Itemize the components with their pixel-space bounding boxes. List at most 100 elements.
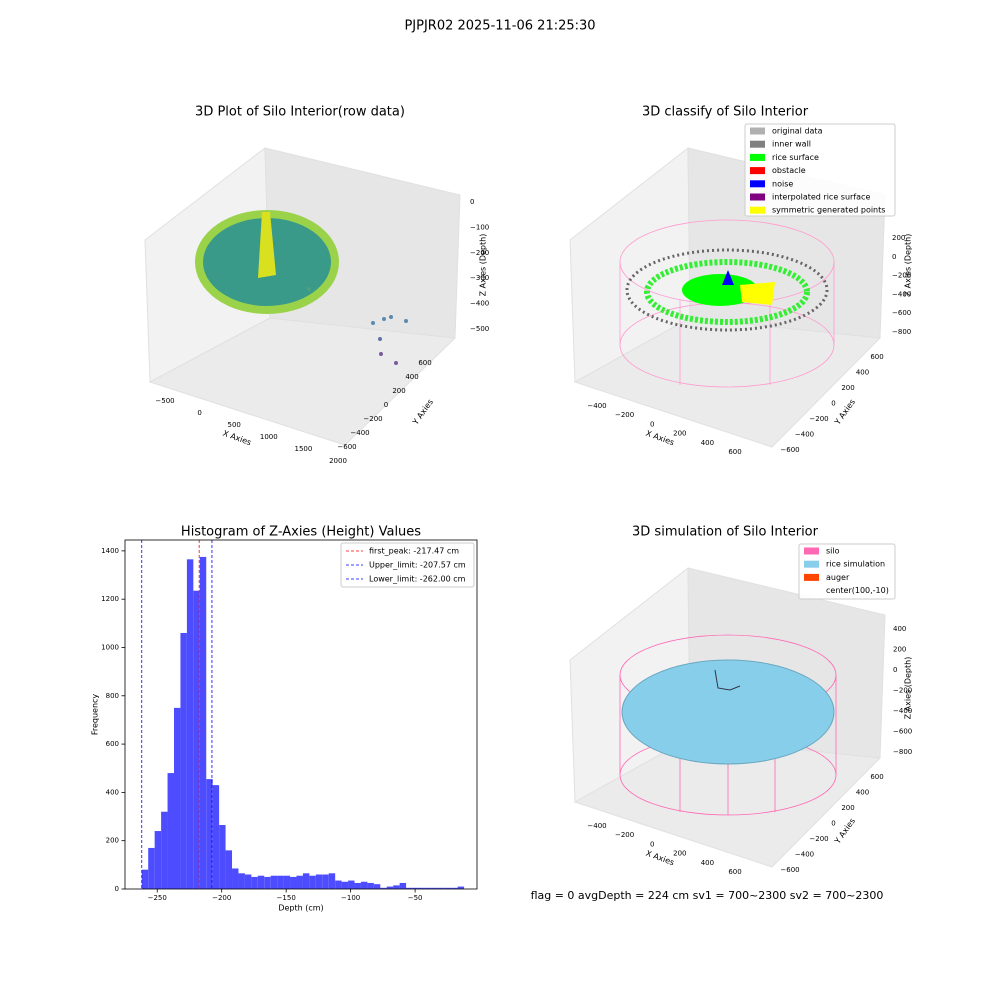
auger (714, 669, 741, 691)
z-tick-label: −100 (470, 223, 489, 231)
histogram-bar (161, 811, 168, 889)
classified-cloud (625, 248, 829, 332)
histogram-bar (283, 875, 291, 889)
y-tick-label: −400 (795, 851, 814, 859)
x-axis-label: X Axies (645, 429, 676, 448)
y-tick-label: 200 (841, 804, 854, 812)
histogram-bar (341, 881, 349, 889)
x-tick-label: 400 (701, 859, 714, 867)
histogram-bar (212, 785, 220, 889)
x-tick-label: 2000 (329, 457, 347, 465)
legend-label: interpolated rice surface (772, 193, 870, 202)
histogram-bar (206, 779, 213, 889)
x-tick-label: 1000 (260, 433, 278, 441)
legend-swatch (750, 193, 765, 201)
x-axis-label: X Axies (222, 429, 253, 448)
y-tick-label: −200 (363, 415, 382, 423)
y-tick-label: 600 (870, 773, 883, 781)
legend-swatch (804, 573, 819, 581)
histogram-bar (251, 876, 258, 889)
histogram-bar (238, 873, 245, 889)
z-tick-label: −600 (893, 728, 912, 736)
legend-swatch (804, 547, 819, 555)
y-tick-label: −600 (780, 866, 799, 874)
x-tick-label: 0 (197, 409, 201, 417)
y-tick-label: 0 (115, 885, 119, 893)
legend-swatch (750, 140, 765, 148)
y-tick-label: 1400 (101, 547, 119, 555)
legend-swatch (750, 167, 765, 175)
histogram-bar (302, 873, 310, 889)
histogram-bar (232, 868, 239, 889)
legend-label: center(100,-10) (826, 586, 889, 595)
legend-label: first_peak: -217.47 cm (369, 547, 459, 556)
x-tick-label: 1500 (294, 445, 312, 453)
legend-label: auger (826, 573, 850, 582)
histogram-bar (141, 869, 149, 889)
legend-label: symmetric generated points (772, 206, 885, 215)
histogram-bar (431, 887, 439, 889)
legend-swatch (750, 153, 765, 161)
histogram-bar (193, 590, 200, 889)
legend-swatch (750, 180, 765, 188)
histogram-bar (406, 887, 413, 889)
histogram-bar (380, 887, 387, 889)
legend-swatch (750, 206, 765, 214)
y-tick-label: −600 (780, 446, 799, 454)
histogram-bar (154, 831, 162, 889)
z-tick-label: 0 (893, 666, 897, 674)
histogram-bar (399, 882, 407, 889)
y-tick-label: 400 (106, 788, 119, 796)
y-tick-label: −600 (337, 443, 356, 451)
y-tick-label: 400 (856, 369, 869, 377)
y-tick-label: 1000 (101, 643, 119, 651)
y-tick-label: −400 (795, 431, 814, 439)
histogram-bar (457, 886, 465, 889)
histogram-bar (173, 707, 181, 889)
z-tick-label: 0 (892, 253, 896, 261)
y-tick-label: 600 (418, 359, 431, 367)
y-tick-label: 600 (870, 353, 883, 361)
z-axis-label: Z Axies (Depth) (904, 234, 913, 297)
x-tick-label: 0 (650, 840, 654, 848)
z-axis-label: Z Axies (Depth) (479, 234, 488, 297)
x-axis-label: Depth (cm) (278, 904, 323, 913)
y-tick-label: 600 (106, 740, 119, 748)
histogram-bar (373, 884, 381, 889)
histogram-bar (270, 875, 278, 889)
x-axis-label: X Axies (645, 849, 676, 868)
legend-label: noise (772, 179, 793, 188)
z-tick-label: 0 (470, 198, 474, 206)
y-tick-label: −400 (350, 429, 369, 437)
y-tick-label: 200 (106, 837, 119, 845)
histogram-bar (360, 881, 368, 889)
z-tick-label: −200 (892, 272, 911, 280)
histogram-bar (322, 874, 329, 889)
histogram-bar (309, 875, 316, 889)
legend-swatch (804, 560, 819, 568)
histogram-bar (219, 824, 226, 889)
histogram-bar (418, 887, 426, 889)
legend-label: silo (826, 547, 840, 556)
z-tick-label: −400 (892, 290, 911, 298)
x-tick-label: 400 (701, 439, 714, 447)
histogram-bar (180, 632, 187, 889)
histogram-bar (425, 887, 432, 889)
histogram-bar (367, 882, 374, 889)
histogram-bar (444, 887, 452, 889)
z-tick-label: −800 (893, 748, 912, 756)
histogram-bar (264, 876, 271, 889)
x-tick-label: −400 (587, 822, 606, 830)
z-tick-label: −800 (892, 328, 911, 336)
x-tick-label: −200 (212, 894, 231, 902)
histogram-bar (315, 874, 323, 889)
histogram-bar (348, 880, 355, 889)
legend-label: rice simulation (826, 560, 885, 569)
legend-box (798, 543, 896, 600)
rice-surface (621, 659, 835, 765)
histogram-bar (225, 850, 233, 889)
x-tick-label: −500 (155, 397, 174, 405)
legend-label: obstacle (772, 166, 806, 175)
y-tick-label: 200 (841, 384, 854, 392)
z-tick-label: −200 (470, 249, 489, 257)
